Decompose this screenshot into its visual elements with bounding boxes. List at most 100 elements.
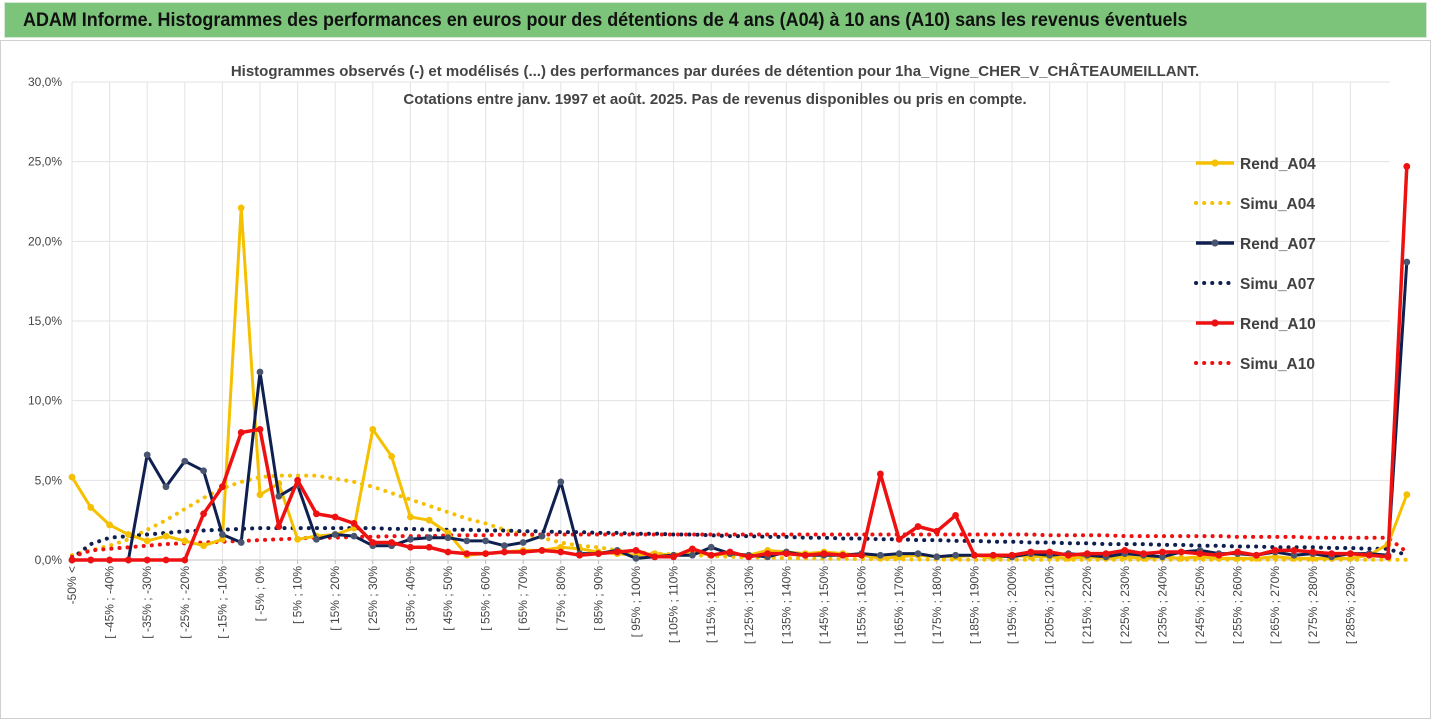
x-tick-label: [ 285% ; 290% xyxy=(1343,566,1357,644)
legend-label: Rend_A04 xyxy=(1240,156,1316,173)
data-point xyxy=(237,204,245,212)
data-point xyxy=(839,551,847,559)
data-point xyxy=(200,467,208,475)
legend-marker xyxy=(1211,239,1219,247)
legend-marker xyxy=(1211,159,1219,167)
legend-label: Simu_A04 xyxy=(1240,196,1315,213)
data-point xyxy=(895,535,903,543)
data-point xyxy=(1403,163,1411,170)
data-point xyxy=(331,513,339,521)
data-point xyxy=(219,535,226,543)
data-point xyxy=(952,511,959,519)
data-point xyxy=(707,543,715,551)
x-tick-label: [ 85% ; 90% xyxy=(591,566,605,631)
x-tick-label: [ 235% ; 240% xyxy=(1155,566,1169,644)
data-point xyxy=(745,553,753,561)
data-point xyxy=(219,531,226,538)
data-point xyxy=(1384,553,1392,561)
report-title: ADAM Informe. Histogrammes des performan… xyxy=(23,8,1188,31)
data-point xyxy=(1403,491,1411,499)
x-tick-label: [ 125% ; 130% xyxy=(742,566,756,644)
data-point xyxy=(463,550,471,558)
x-tick-label: [ 165% ; 170% xyxy=(892,566,906,644)
data-point xyxy=(1177,548,1185,556)
data-point xyxy=(237,539,245,546)
data-point xyxy=(482,537,489,545)
data-point xyxy=(1196,550,1204,558)
data-point xyxy=(914,523,922,530)
chart-frame xyxy=(0,40,1431,719)
x-tick-label: [ 155% ; 160% xyxy=(855,566,869,644)
data-point xyxy=(425,534,433,542)
series-rend-a10 xyxy=(68,163,1411,564)
x-tick-label: [ 195% ; 200% xyxy=(1005,566,1019,644)
x-tick-label: [ 225% ; 230% xyxy=(1118,566,1132,644)
data-point xyxy=(1159,553,1166,561)
data-point xyxy=(538,547,546,554)
x-tick-label: [ 245% ; 250% xyxy=(1193,566,1207,644)
data-point xyxy=(877,551,884,559)
data-point xyxy=(613,548,621,556)
legend-item: Simu_A07 xyxy=(1194,276,1315,293)
data-point xyxy=(651,553,659,561)
data-point xyxy=(1102,550,1110,558)
x-tick-label: [ 255% ; 260% xyxy=(1231,566,1245,644)
x-tick-label: [ 215% ; 220% xyxy=(1080,566,1094,644)
data-point xyxy=(407,543,414,551)
data-point xyxy=(313,535,320,543)
legend-marker xyxy=(1211,319,1219,327)
chart-subtitle-line2: Cotations entre janv. 1997 et août. 2025… xyxy=(403,91,1026,108)
x-tick-label: [ 45% ; 50% xyxy=(441,566,455,631)
data-point xyxy=(87,504,95,511)
data-point xyxy=(1309,555,1317,562)
y-tick-label: 30,0% xyxy=(28,75,62,89)
x-tick-label: [ 205% ; 210% xyxy=(1043,566,1057,644)
data-point xyxy=(707,551,715,559)
legend-item: Rend_A04 xyxy=(1196,156,1316,173)
data-point xyxy=(350,519,358,527)
data-point xyxy=(689,545,696,553)
x-tick-label: [ 265% ; 270% xyxy=(1268,566,1282,644)
data-point xyxy=(1309,548,1317,556)
data-point xyxy=(463,537,471,545)
data-point xyxy=(1065,551,1072,559)
data-point xyxy=(425,543,433,551)
data-point xyxy=(1140,550,1147,558)
x-tick-label: [ 115% ; 120% xyxy=(704,566,718,643)
data-point xyxy=(1008,551,1016,559)
data-point xyxy=(256,425,264,433)
x-tick-label: [ -15% ; -10% xyxy=(215,566,229,639)
x-tick-label: [ -35% ; -30% xyxy=(140,566,154,639)
data-point xyxy=(143,556,151,564)
data-point xyxy=(313,510,320,518)
y-tick-label: 5,0% xyxy=(35,473,63,487)
data-point xyxy=(388,539,395,546)
data-point xyxy=(68,556,76,564)
x-tick-label: [ 35% ; 40% xyxy=(403,566,417,631)
data-point xyxy=(407,513,414,521)
legend-item: Rend_A07 xyxy=(1196,236,1316,253)
data-point xyxy=(444,534,452,542)
data-point xyxy=(858,551,865,559)
title-banner: ADAM Informe. Histogrammes des performan… xyxy=(4,2,1427,38)
data-point xyxy=(143,537,151,545)
data-point xyxy=(501,542,508,550)
chart-subtitle-line1: Histogrammes observés (-) et modélisés (… xyxy=(231,62,1199,80)
x-tick-label: [ -25% ; -20% xyxy=(178,566,192,639)
x-tick-label: [ 15% ; 20% xyxy=(328,566,342,631)
data-point xyxy=(1271,553,1279,561)
legend-label: Rend_A07 xyxy=(1240,236,1316,253)
data-point xyxy=(1403,258,1411,266)
data-point xyxy=(181,537,189,545)
data-point xyxy=(1027,548,1035,556)
y-tick-label: 15,0% xyxy=(28,314,62,328)
x-tick-label: [ 275% ; 280% xyxy=(1306,566,1320,644)
data-point xyxy=(181,457,189,465)
data-point xyxy=(1083,550,1091,558)
data-point xyxy=(444,529,452,537)
data-point xyxy=(1271,547,1279,554)
data-point xyxy=(1253,551,1260,559)
data-point xyxy=(595,550,602,558)
data-point xyxy=(914,550,922,558)
